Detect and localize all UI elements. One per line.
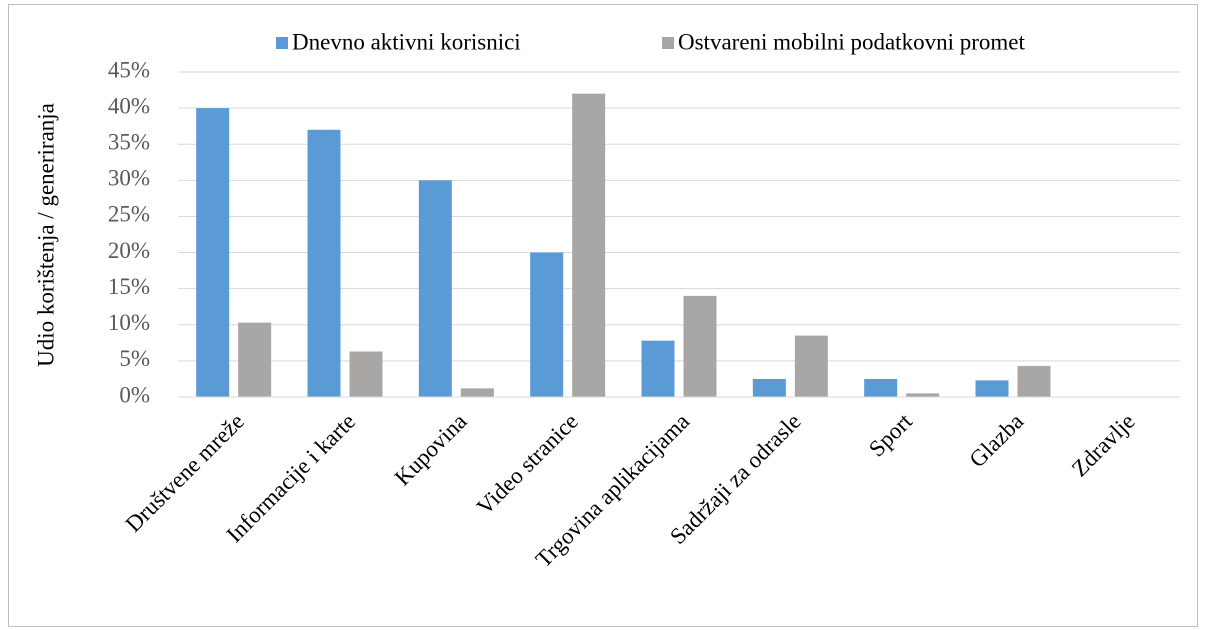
bar bbox=[349, 351, 383, 397]
y-tick-label: 10% bbox=[108, 310, 150, 335]
y-tick-label: 25% bbox=[108, 202, 150, 227]
y-axis-label: Udio korištenja / generiranja bbox=[33, 103, 58, 367]
bar bbox=[530, 252, 564, 397]
y-tick-label: 30% bbox=[108, 166, 150, 191]
y-tick-label: 35% bbox=[108, 130, 150, 155]
bar bbox=[641, 340, 675, 397]
bar bbox=[752, 378, 786, 397]
legend-swatch bbox=[276, 37, 288, 49]
y-tick-label: 0% bbox=[119, 382, 150, 407]
bar bbox=[794, 335, 828, 397]
bar bbox=[307, 129, 341, 397]
bar bbox=[572, 93, 606, 398]
bar bbox=[418, 180, 452, 397]
y-tick-label: 5% bbox=[119, 346, 150, 371]
y-tick-label: 20% bbox=[108, 238, 150, 263]
bar bbox=[975, 380, 1009, 397]
bar bbox=[864, 378, 898, 397]
bar bbox=[1017, 365, 1051, 397]
bar bbox=[683, 295, 717, 397]
bar bbox=[196, 108, 230, 397]
legend-swatch bbox=[662, 37, 674, 49]
y-tick-label: 45% bbox=[108, 57, 150, 82]
y-tick-label: 40% bbox=[108, 93, 150, 118]
bar bbox=[238, 322, 272, 397]
bar bbox=[460, 388, 494, 397]
legend-label: Dnevno aktivni korisnici bbox=[292, 29, 521, 54]
legend-label: Ostvareni mobilni podatkovni promet bbox=[678, 29, 1025, 54]
bar bbox=[906, 393, 940, 397]
y-tick-label: 15% bbox=[108, 274, 150, 299]
